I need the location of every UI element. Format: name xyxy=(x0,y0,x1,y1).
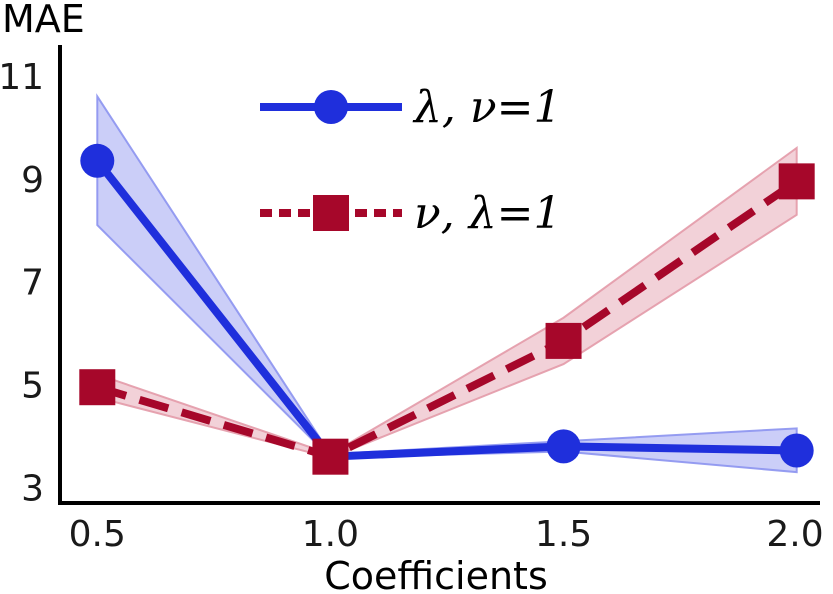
x-tick-label: 1.5 xyxy=(535,514,592,555)
x-tick-label: 1.0 xyxy=(302,514,359,555)
y-tick-label: 9 xyxy=(21,160,44,201)
data-point-square xyxy=(79,369,116,406)
x-tick-label: 2.0 xyxy=(766,514,823,555)
x-axis-label: Coefficients xyxy=(324,554,548,594)
series-lines xyxy=(94,158,799,461)
series-markers xyxy=(79,143,815,475)
series-line-1 xyxy=(96,178,799,461)
x-tick-labels: 0.5 1.0 1.5 2.0 xyxy=(69,514,824,555)
legend-label-nu: ν, λ=1 xyxy=(414,188,561,239)
data-point-square xyxy=(545,322,582,359)
y-tick-label: 3 xyxy=(21,469,44,510)
y-tick-label: 5 xyxy=(21,366,44,407)
legend: λ, ν=1 ν, λ=1 xyxy=(260,82,561,239)
legend-marker-nu xyxy=(313,195,349,231)
series-line-0 xyxy=(94,158,797,461)
legend-label-lambda: λ, ν=1 xyxy=(412,82,561,133)
y-tick-label: 7 xyxy=(21,263,44,304)
data-point-square xyxy=(312,438,349,475)
data-point-circle xyxy=(779,433,814,468)
data-point-circle xyxy=(80,143,115,178)
legend-marker-lambda xyxy=(314,90,348,124)
data-point-circle xyxy=(546,429,581,464)
data-point-square xyxy=(778,163,815,200)
y-tick-labels: 3 5 7 9 11 xyxy=(0,57,44,510)
y-axis-label: MAE xyxy=(2,0,85,41)
y-tick-label: 11 xyxy=(0,57,44,98)
x-tick-label: 0.5 xyxy=(69,514,126,555)
